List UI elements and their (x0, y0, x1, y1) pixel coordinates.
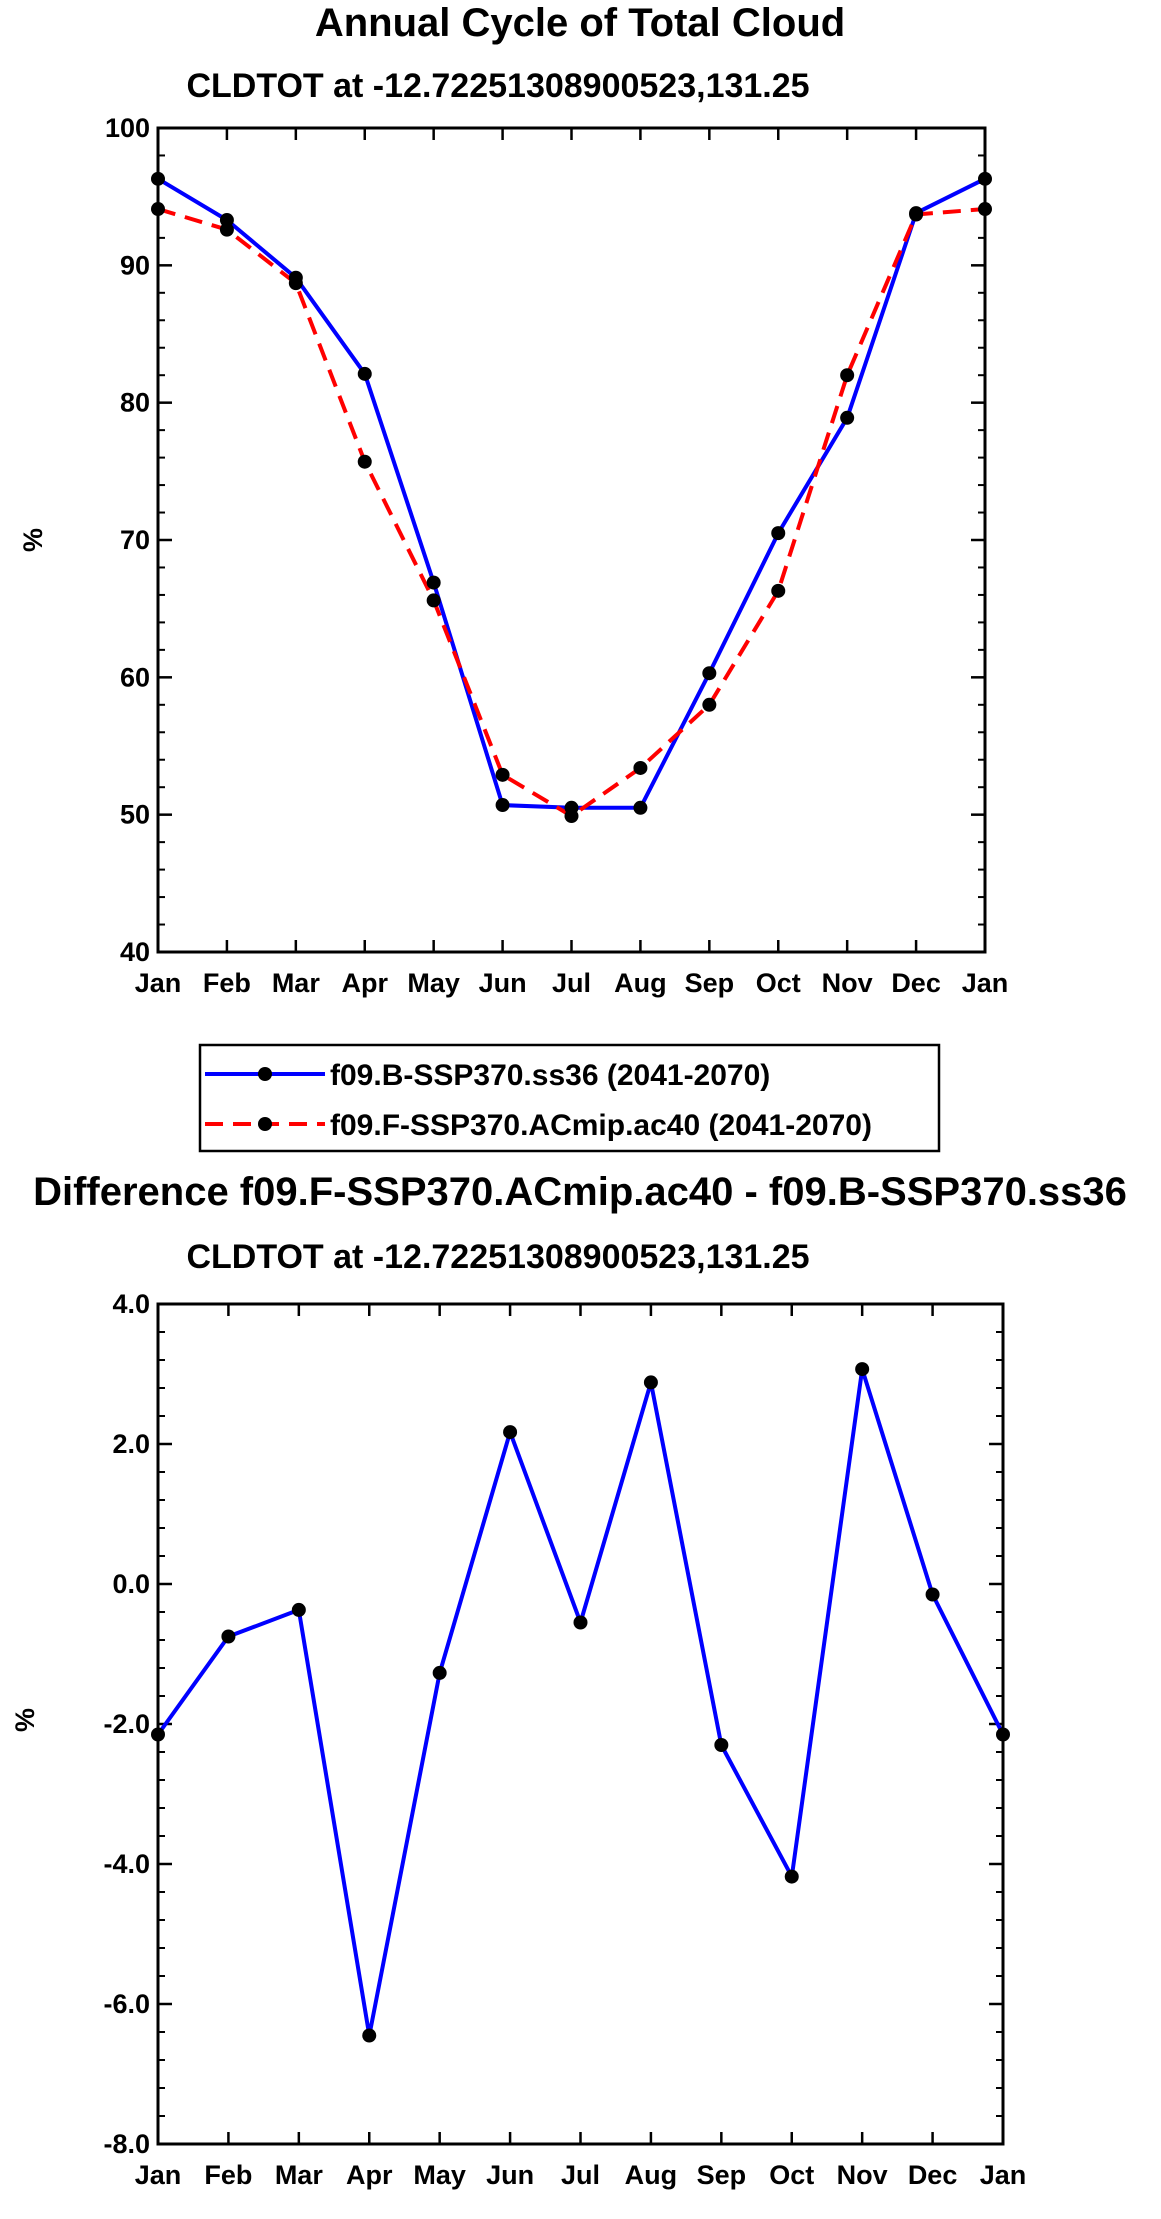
chart1-x-tick-label: Jul (552, 968, 591, 998)
chart1-x-tick-label: Jan (135, 968, 182, 998)
legend-label-series-1: f09.B-SSP370.ss36 (2041-2070) (330, 1059, 770, 1092)
chart2-series-1-point (503, 1425, 518, 1440)
legend-marker-series-2 (258, 1117, 272, 1131)
chart1-y-axis-title: % (18, 528, 48, 552)
chart2-x-tick-label: Feb (204, 2160, 252, 2190)
chart1-frame (156, 126, 987, 954)
chart2-x-tick-label: Aug (625, 2160, 677, 2190)
chart1-legend: f09.B-SSP370.ss36 (2041-2070) f09.F-SSP3… (198, 1043, 941, 1153)
chart1-subtitle: CLDTOT at -12.72251308900523,131.25 (186, 67, 809, 105)
chart1-series-2-point (771, 583, 786, 598)
chart1-y-tick-label: 40 (120, 937, 150, 967)
chart2-y-tick-label: 2.0 (112, 1429, 150, 1459)
chart2-x-tick-label: Sep (697, 2160, 747, 2190)
chart1-x-tick-label: Sep (685, 968, 735, 998)
chart1-y-tick-label: 60 (120, 662, 150, 692)
chart1-series-2-point (288, 276, 303, 291)
chart2-x-tick-label: Apr (346, 2160, 393, 2190)
chart2-series-1-point (151, 1727, 165, 1742)
chart2-x-tick-label: Jan (135, 2160, 182, 2190)
chart1-series-2-point (840, 368, 855, 383)
legend-label-series-2: f09.F-SSP370.ACmip.ac40 (2041-2070) (330, 1109, 872, 1142)
chart2-y-tick-label: 0.0 (112, 1569, 150, 1599)
chart1-x-tick-label: Apr (342, 968, 389, 998)
chart1-series-1-point (840, 410, 855, 425)
chart1-series-2-line (157, 207, 986, 818)
chart2-series-1-point (996, 1727, 1010, 1742)
chart1-x-tick-label: May (407, 968, 460, 998)
chart2-y-tick-label: 4.0 (112, 1289, 150, 1319)
chart1-y-tick-label: 90 (120, 250, 150, 280)
chart2-x-tick-label: May (413, 2160, 466, 2190)
chart1-series-2-point (564, 809, 579, 824)
chart1-series-2-point (495, 767, 510, 782)
chart1-y-tick-label: 50 (120, 800, 150, 830)
chart1-x-tick-label: Nov (822, 968, 873, 998)
legend-box (198, 1043, 941, 1153)
chart2-y-tick-label: -8.0 (103, 2129, 150, 2159)
chart1-x-tick-label: Mar (272, 968, 321, 998)
chart1-series-1-point (219, 213, 234, 228)
chart1-y-tick-label: 70 (120, 525, 150, 555)
chart1-y-tick-label: 80 (120, 388, 150, 418)
chart1-x-tick-label: Jan (962, 968, 1009, 998)
chart2-title: Difference f09.F-SSP370.ACmip.ac40 - f09… (33, 1170, 1127, 1214)
chart2-x-tick-label: Oct (769, 2160, 814, 2190)
chart2-series-1-point (643, 1375, 658, 1390)
chart2-y-tick-label: -4.0 (103, 1849, 150, 1879)
chart2-x-tick-label: Jan (980, 2160, 1027, 2190)
chart1-plot: Jan Feb Mar Apr May Jun Jul Aug Sep Oct Nov Dec Jan4… (105, 113, 1008, 998)
chart1-title: Annual Cycle of Total Cloud (315, 1, 845, 45)
chart1-series-2-point (633, 760, 648, 775)
chart1-series-2-point (978, 202, 992, 217)
chart2-y-axis-title: % (10, 1708, 40, 1732)
chart2-plot: Jan Feb Mar Apr May Jun Jul Aug Sep Oct Nov Dec Jan-… (103, 1289, 1026, 2190)
chart2-series-1-point (432, 1665, 447, 1680)
chart1-series-2-point (151, 202, 165, 217)
chart1-series-1-point (151, 171, 165, 186)
chart1-y-tick-label: 100 (105, 113, 150, 143)
chart1-series-1-point (633, 800, 648, 815)
chart2-series-1-point (784, 1869, 799, 1884)
chart1-series-2-point (426, 593, 441, 608)
chart1-series-2-point (702, 697, 717, 712)
chart1-x-tick-label: Aug (614, 968, 666, 998)
chart1-series-1-point (702, 666, 717, 681)
chart2-subtitle: CLDTOT at -12.72251308900523,131.25 (186, 1238, 809, 1276)
chart2-frame (156, 1302, 1005, 2146)
chart1-series-2-point (357, 454, 372, 469)
chart1-series-1-point (495, 798, 510, 813)
chart2-x-tick-label: Jul (561, 2160, 600, 2190)
chart1-x-tick-label: Jun (479, 968, 527, 998)
chart1-x-tick-label: Oct (756, 968, 801, 998)
chart1-series-1-point (357, 366, 372, 381)
chart2-series-1-point (573, 1615, 588, 1630)
chart1-x-tick-label: Dec (891, 968, 941, 998)
chart1-series-2-point (909, 207, 924, 222)
chart1-series-1-point (426, 575, 441, 590)
chart2-series-1-point (855, 1362, 870, 1377)
chart2-y-tick-label: -2.0 (103, 1709, 150, 1739)
chart2-series-1-point (291, 1602, 306, 1617)
chart2-x-tick-label: Mar (275, 2160, 324, 2190)
chart1-series-1-point (771, 526, 786, 541)
chart2-series-1-line (156, 1367, 1005, 2038)
legend-marker-series-1 (258, 1067, 272, 1081)
chart2-x-tick-label: Dec (908, 2160, 958, 2190)
chart2-series-1-point (362, 2028, 377, 2043)
chart2-x-tick-label: Nov (837, 2160, 888, 2190)
chart1-series-2-point (219, 222, 234, 237)
chart1-series-1-point (978, 171, 992, 186)
chart2-series-1-point (221, 1629, 236, 1644)
chart1-x-tick-label: Feb (203, 968, 251, 998)
chart2-y-tick-label: -6.0 (103, 1989, 150, 2019)
chart2-series-1-point (714, 1738, 729, 1752)
chart2-x-tick-label: Jun (486, 2160, 534, 2190)
chart2-series-1-point (925, 1587, 940, 1602)
